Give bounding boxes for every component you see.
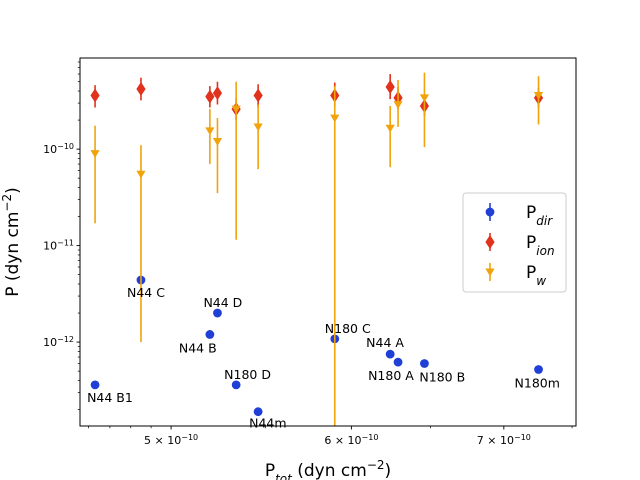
point-label: N44 B (179, 340, 217, 355)
legend: Pdir Pion Pw (462, 192, 567, 293)
data-point (420, 359, 429, 368)
point-label: N180 C (325, 321, 371, 336)
plot-area (90, 72, 544, 426)
data-point (212, 138, 223, 146)
data-point (231, 380, 241, 390)
point-label: N180m (515, 375, 560, 390)
point-label: N44m (249, 416, 286, 431)
data-point (393, 357, 403, 367)
point-label: N180 A (368, 368, 414, 383)
data-point (393, 101, 403, 109)
y-tick-label: 10−10 (43, 142, 74, 157)
legend-frame (462, 192, 567, 293)
data-point (253, 88, 263, 103)
data-point (136, 170, 146, 179)
data-point (205, 330, 215, 339)
axis-ticks: 10−12 10−11 10−10 5 × 10−10 6 × 10−10 7 × 10−… (43, 61, 573, 448)
data-point (231, 105, 241, 114)
legend-marker (485, 207, 495, 217)
series-p-ion (90, 74, 544, 121)
data-point (212, 86, 223, 101)
legend-entry: Pion (485, 233, 555, 258)
y-tick-label: 10−11 (43, 238, 74, 253)
data-point (90, 88, 100, 103)
plot-frame (79, 57, 577, 427)
data-point (534, 365, 543, 374)
data-point (385, 124, 395, 133)
legend-label: Pdir (526, 203, 553, 228)
x-tick-label: 6 × 10−10 (324, 433, 378, 448)
data-point (213, 308, 222, 318)
data-point (253, 407, 263, 417)
data-point (385, 80, 395, 95)
data-point (90, 150, 100, 158)
point-label: N180 D (224, 367, 271, 382)
data-point (419, 94, 430, 103)
point-label: N44 B1 (87, 390, 133, 405)
point-label: N44 C (127, 285, 165, 300)
y-tick-label: 10−12 (43, 335, 74, 350)
legend-marker (485, 268, 495, 277)
data-point (330, 114, 340, 123)
legend-label: Pion (526, 233, 555, 258)
data-point (90, 380, 100, 390)
data-point (385, 349, 395, 359)
x-tick-label: 5 × 10−10 (144, 433, 198, 448)
data-point (205, 127, 215, 136)
data-point (136, 81, 146, 96)
x-axis-label: Ptot (dyn cm−2) (265, 458, 391, 480)
point-label: N44 A (366, 335, 404, 350)
data-point (253, 123, 263, 132)
x-tick-label: 7 × 10−10 (477, 433, 531, 448)
point-label: N180 B (419, 369, 465, 384)
y-axis-label: P (dyn cm−2) (0, 187, 23, 297)
data-point (205, 89, 215, 104)
series-p-w (90, 72, 544, 426)
legend-label: Pw (526, 263, 546, 288)
point-labels: N44 B1 N44 C N44 B N44 D N180 D N44m N180 CN44… (87, 285, 560, 431)
data-point (533, 92, 544, 100)
legend-marker (485, 235, 495, 249)
point-label: N44 D (203, 295, 242, 310)
legend-entry: Pw (485, 263, 546, 288)
legend-entry: Pdir (485, 203, 553, 228)
